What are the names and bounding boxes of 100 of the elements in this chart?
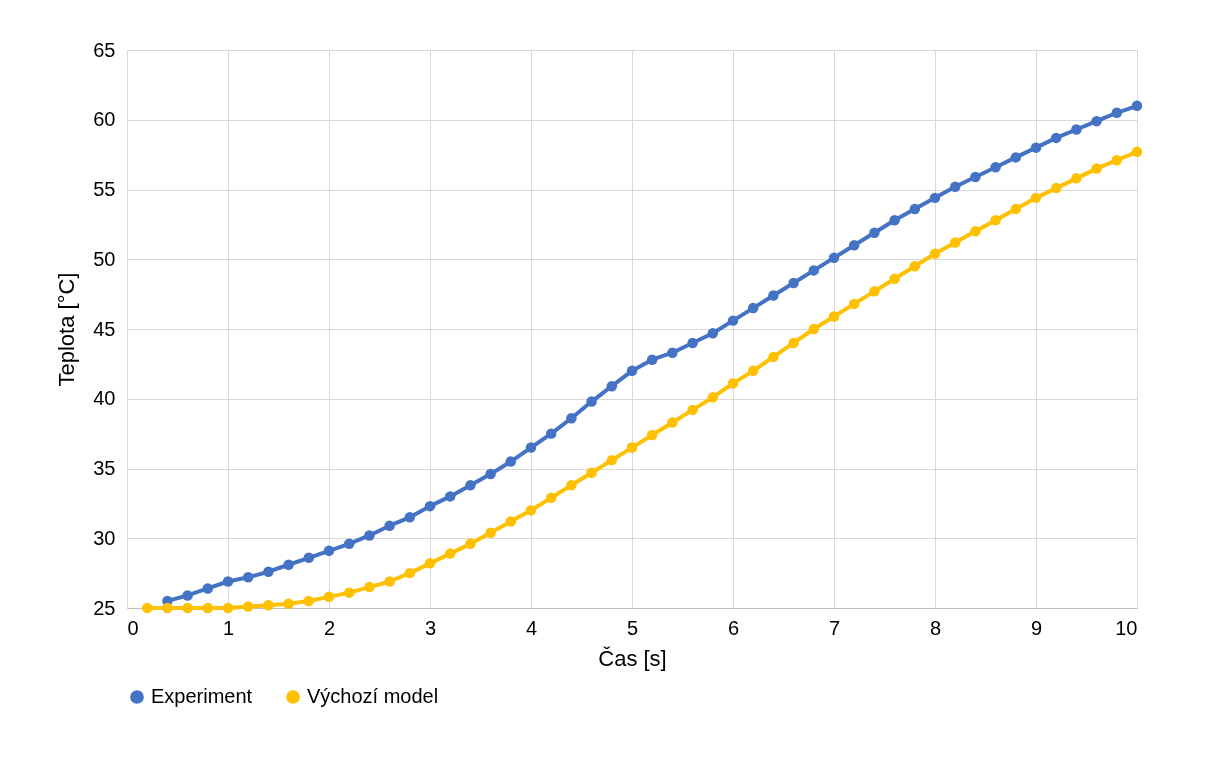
point [949,181,961,192]
x-tick-label: 6 [727,616,740,639]
point [263,599,274,611]
point [222,576,234,587]
x-tick-label: 8 [929,616,942,639]
point [606,380,618,392]
point [242,601,254,612]
point [1131,146,1143,158]
point [222,602,234,614]
point [485,468,496,480]
point [465,480,476,491]
point [545,492,557,504]
x-axis-title: Čas [s] [598,645,667,671]
point [485,527,496,538]
point [727,378,739,389]
x-tick-label: 9 [1030,616,1043,639]
point [707,327,719,339]
point [747,302,759,314]
point [525,505,537,516]
point [586,467,597,478]
point [404,512,416,523]
point [444,491,456,502]
point [202,602,214,614]
point [606,454,618,466]
point [687,337,698,349]
point [909,260,921,272]
x-tick-label: 0 [127,616,139,639]
point [364,530,375,541]
point [1111,154,1123,166]
y-tick-label: 55 [93,178,116,200]
point [343,538,355,550]
point [869,227,880,238]
point [788,277,799,289]
point [182,602,193,614]
point [768,351,779,363]
point [1010,203,1022,215]
point [848,240,860,251]
point [646,354,658,365]
point [424,500,436,512]
point [848,298,860,310]
point [667,417,678,428]
point [162,602,173,614]
point [242,572,254,583]
point [545,428,557,439]
y-tick-label: 65 [93,38,116,61]
legend-label: Výchozí model [307,685,439,707]
point [949,237,961,248]
x-tick-label: 1 [222,616,235,639]
point [889,273,900,285]
y-tick-label: 35 [93,457,116,479]
point [566,480,577,491]
point [1111,107,1123,119]
point [828,311,840,322]
point [141,602,153,614]
point [424,558,436,569]
point [303,552,315,564]
point [1030,192,1042,204]
point [505,456,517,467]
point [727,315,739,326]
x-tick-label: 7 [828,616,841,639]
y-tick-label: 60 [93,108,116,131]
point [970,171,981,183]
point [788,337,799,349]
point [586,396,597,407]
point [768,290,779,301]
point [1091,115,1102,127]
point [929,192,941,204]
point [323,545,335,557]
point [343,587,355,598]
point [808,323,820,335]
point [364,581,375,593]
point [990,214,1001,226]
point [404,567,416,579]
point [283,559,294,570]
y-tick-label: 25 [93,596,116,619]
point [1010,152,1022,163]
point [1030,142,1042,153]
y-tick-label: 45 [93,317,116,340]
point [566,413,577,424]
point [970,226,981,237]
point [869,286,880,297]
point [283,598,294,610]
point [465,538,476,550]
point [909,203,921,215]
point [1050,132,1062,144]
point [1071,173,1082,184]
point [626,365,638,377]
y-tick-label: 40 [93,387,116,410]
point [1131,100,1143,112]
x-tick-label: 5 [626,616,639,639]
point [384,520,395,531]
y-axis-title: Teplota [°C] [54,272,80,387]
y-tick-label: 50 [93,247,116,270]
point [444,548,456,559]
point [889,214,900,226]
point [646,429,658,441]
x-tick-label: 10 [1115,616,1138,639]
point [303,595,315,607]
point [687,404,698,416]
point [828,252,840,264]
